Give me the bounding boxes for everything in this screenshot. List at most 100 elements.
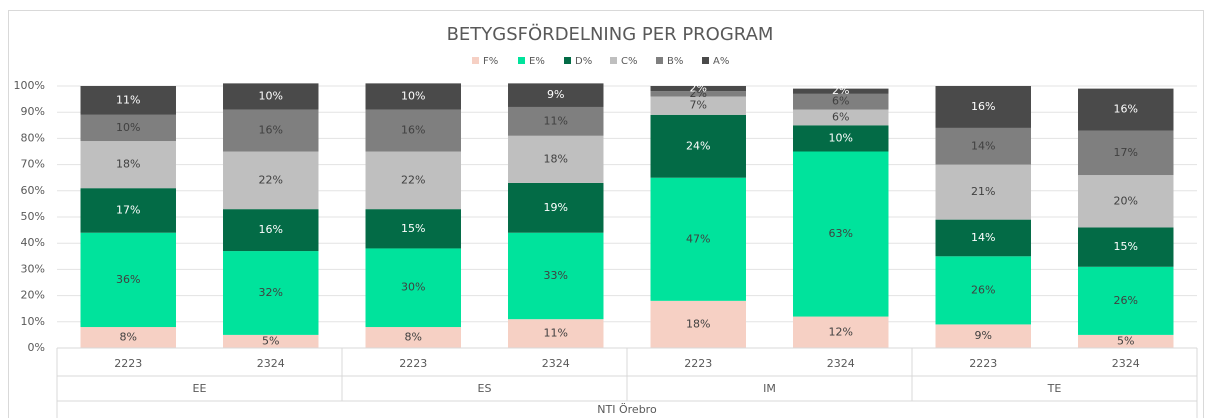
y-tick-label: 100% xyxy=(14,79,45,92)
y-tick-label: 80% xyxy=(21,131,45,144)
data-label: 15% xyxy=(1114,240,1138,253)
bar-segment xyxy=(223,83,319,110)
bar-segment xyxy=(508,106,604,136)
bar-segment xyxy=(223,251,319,335)
x-tick-label: 2223 xyxy=(114,357,142,370)
bar-segment xyxy=(935,324,1031,348)
x-tick-label: 2324 xyxy=(827,357,855,370)
data-label: 26% xyxy=(971,283,995,296)
legend-swatch xyxy=(472,57,479,64)
bar-segment xyxy=(650,96,746,115)
y-tick-label: 30% xyxy=(21,262,45,275)
bar-segment xyxy=(650,114,746,178)
bar-segment xyxy=(935,127,1031,165)
data-label: 20% xyxy=(1114,194,1138,207)
legend-label: E% xyxy=(529,56,545,67)
bar-segment xyxy=(223,109,319,152)
bar-segment xyxy=(508,135,604,183)
data-label: 7% xyxy=(690,99,707,112)
bar-segment xyxy=(223,151,319,210)
bar-segment xyxy=(365,209,461,249)
data-label: 26% xyxy=(1114,294,1138,307)
y-tick-label: 40% xyxy=(21,236,45,249)
data-label: 14% xyxy=(971,231,995,244)
bar-segment xyxy=(1078,227,1174,267)
group-label: TE xyxy=(1047,382,1062,395)
x-tick-label: 2324 xyxy=(542,357,570,370)
bar-segment xyxy=(1078,334,1174,348)
data-label: 18% xyxy=(686,317,710,330)
data-label: 32% xyxy=(259,286,283,299)
bar-segment xyxy=(1078,175,1174,228)
data-label: 10% xyxy=(829,131,853,144)
data-label: 5% xyxy=(262,334,279,347)
bar-segment xyxy=(935,256,1031,325)
data-label: 24% xyxy=(686,139,710,152)
bar-segment xyxy=(793,316,889,348)
data-label: 16% xyxy=(1114,103,1138,116)
data-label: 11% xyxy=(544,114,568,127)
bar-segment xyxy=(80,232,176,328)
data-label: 22% xyxy=(259,173,283,186)
bar-segment xyxy=(935,86,1031,128)
data-label: 16% xyxy=(971,100,995,113)
data-label: 5% xyxy=(1117,334,1134,347)
bar-segment xyxy=(1078,88,1174,131)
bar-segment xyxy=(1078,266,1174,335)
bar-segment xyxy=(223,334,319,348)
y-tick-label: 90% xyxy=(21,105,45,118)
data-label: 16% xyxy=(259,124,283,137)
y-tick-label: 70% xyxy=(21,158,45,171)
data-label: 19% xyxy=(544,201,568,214)
x-tick-label: 2324 xyxy=(257,357,285,370)
bar-segment xyxy=(80,86,176,115)
data-label: 8% xyxy=(405,331,422,344)
data-label: 14% xyxy=(971,139,995,152)
bar-segment xyxy=(365,327,461,348)
bar-segment xyxy=(365,151,461,210)
y-tick-label: 0% xyxy=(28,341,45,354)
data-label: 21% xyxy=(971,185,995,198)
bar-segment xyxy=(80,188,176,233)
bar-segment xyxy=(508,182,604,233)
data-label: 33% xyxy=(544,269,568,282)
data-label: 10% xyxy=(401,89,425,102)
data-label: 18% xyxy=(544,152,568,165)
data-label: 2% xyxy=(832,84,849,97)
bar-segment xyxy=(793,125,889,152)
bar-segment xyxy=(80,114,176,142)
data-label: 6% xyxy=(832,95,849,108)
x-tick-label: 2223 xyxy=(969,357,997,370)
bar-segment xyxy=(650,177,746,301)
legend-label: A% xyxy=(713,56,729,67)
bar-segment xyxy=(365,83,461,110)
legend-label: C% xyxy=(621,56,637,67)
legend-swatch xyxy=(518,57,525,64)
chart-title: BETYGSFÖRDELNING PER PROGRAM xyxy=(447,23,774,45)
data-label: 22% xyxy=(401,173,425,186)
data-label: 10% xyxy=(259,89,283,102)
bar-segment xyxy=(80,141,176,189)
legend-label: F% xyxy=(483,56,498,67)
x-tick-label: 2223 xyxy=(399,357,427,370)
bar-segment xyxy=(793,88,889,94)
bar-segment xyxy=(793,151,889,317)
bar-segment xyxy=(1078,130,1174,176)
data-label: 17% xyxy=(1114,146,1138,159)
data-label: 15% xyxy=(401,222,425,235)
data-label: 9% xyxy=(975,329,992,342)
bar-segment xyxy=(365,248,461,328)
bar-segment xyxy=(223,209,319,252)
legend-swatch xyxy=(656,57,663,64)
data-label: 8% xyxy=(120,331,137,344)
bar-segment xyxy=(793,93,889,110)
bar-segment xyxy=(365,109,461,152)
x-tick-label: 2324 xyxy=(1112,357,1140,370)
data-label: 12% xyxy=(829,325,853,338)
bar-segment xyxy=(935,219,1031,257)
group-label: ES xyxy=(478,382,492,395)
bar-segment xyxy=(650,300,746,348)
data-label: 17% xyxy=(116,203,140,216)
y-tick-label: 10% xyxy=(21,315,45,328)
bar-segment xyxy=(508,319,604,348)
